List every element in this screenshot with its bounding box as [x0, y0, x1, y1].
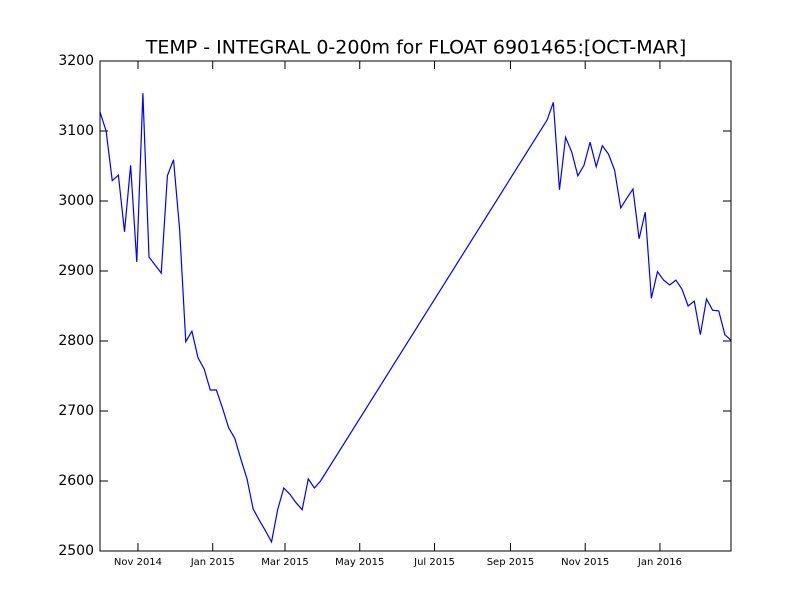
- chart-title: TEMP - INTEGRAL 0-200m for FLOAT 6901465…: [145, 37, 687, 59]
- y-tick-label: 3200: [58, 53, 94, 69]
- plot-frame: [99, 60, 732, 552]
- x-tick-label: Nov 2014: [114, 557, 162, 568]
- y-tick-label: 3100: [58, 123, 94, 139]
- y-tick-label: 3000: [58, 193, 94, 209]
- y-tick-label: 2600: [58, 473, 94, 489]
- y-tick-label: 2700: [58, 403, 94, 419]
- x-tick-label: Mar 2015: [261, 557, 309, 568]
- y-tick-label: 2900: [58, 263, 94, 279]
- y-tick-label: 2800: [58, 333, 94, 349]
- x-tick-label: Sep 2015: [487, 557, 534, 568]
- x-tick-label: Jan 2015: [190, 557, 235, 568]
- data-line: [99, 93, 732, 544]
- y-tick-label: 2500: [58, 543, 94, 559]
- x-tick-label: Nov 2015: [561, 557, 609, 568]
- x-tick-label: Jan 2016: [637, 557, 682, 568]
- x-tick-label: Jul 2015: [413, 557, 455, 568]
- x-tick-label: May 2015: [335, 557, 384, 568]
